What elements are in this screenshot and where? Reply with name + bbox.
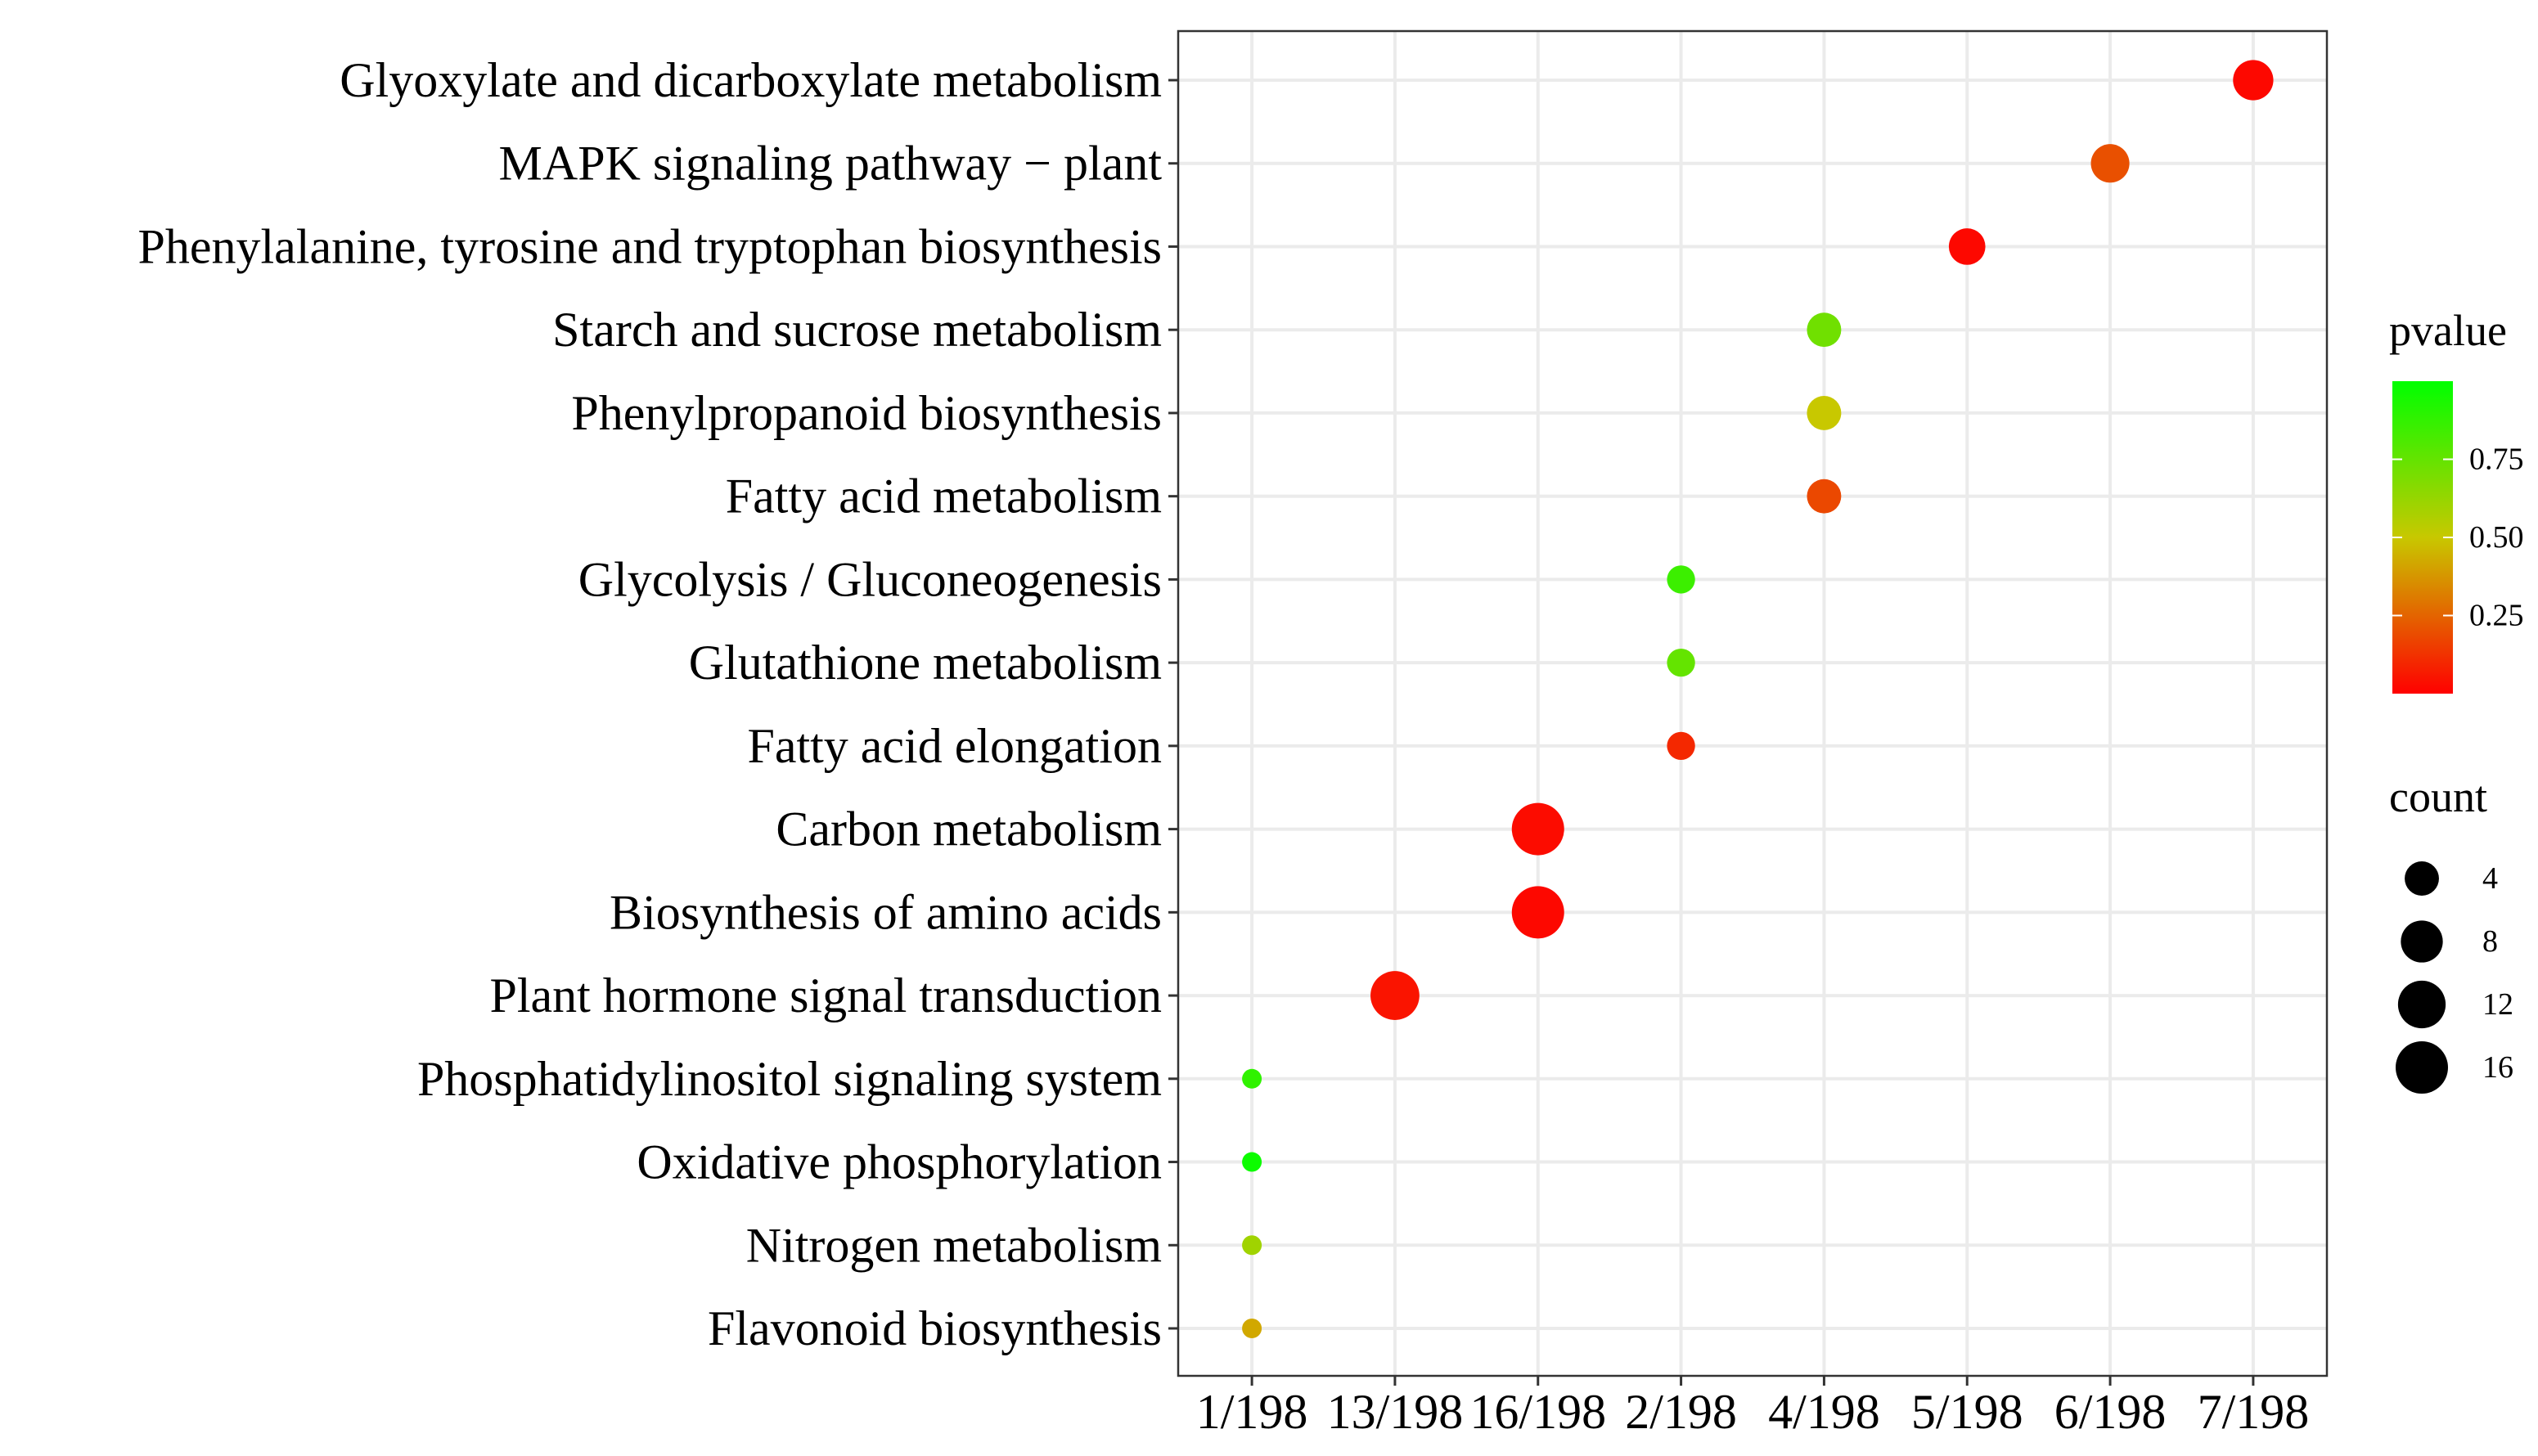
data-point bbox=[1667, 731, 1695, 761]
colorbar-tick-label: 0.75 bbox=[2469, 443, 2524, 477]
y-tick-label: Fatty acid metabolism bbox=[726, 470, 1162, 524]
data-point bbox=[2233, 60, 2274, 101]
x-tick-label: 6/198 bbox=[2054, 1385, 2167, 1439]
y-tick-label: Phosphatidylinositol signaling system bbox=[417, 1052, 1162, 1106]
y-tick-label: Nitrogen metabolism bbox=[746, 1218, 1162, 1272]
data-point bbox=[1948, 228, 1986, 265]
pvalue-legend-title: pvalue bbox=[2389, 306, 2507, 355]
y-tick-label: Glyoxylate and dicarboxylate metabolism bbox=[340, 53, 1162, 107]
count-legend-dot bbox=[2401, 920, 2443, 963]
count-legend-title: count bbox=[2389, 772, 2487, 821]
count-legend-dot bbox=[2396, 1041, 2448, 1094]
data-point bbox=[1370, 971, 1420, 1020]
count-legend: count 4 8 12 16 bbox=[2389, 772, 2513, 1094]
data-point bbox=[1667, 565, 1695, 594]
y-tick-label: Flavonoid biosynthesis bbox=[708, 1301, 1162, 1355]
x-tick-label: 1/198 bbox=[1196, 1385, 1308, 1439]
y-tick-label: MAPK signaling pathway − plant bbox=[499, 137, 1163, 191]
data-point bbox=[1242, 1068, 1262, 1089]
x-tick-label: 2/198 bbox=[1625, 1385, 1737, 1439]
y-tick-label: Fatty acid elongation bbox=[747, 719, 1162, 773]
x-tick-label: 4/198 bbox=[1768, 1385, 1880, 1439]
y-tick-label: Phenylpropanoid biosynthesis bbox=[571, 386, 1162, 440]
data-point bbox=[1807, 395, 1842, 430]
y-tick-label: Starch and sucrose metabolism bbox=[552, 303, 1162, 357]
colorbar-tick-label: 0.50 bbox=[2469, 520, 2524, 555]
y-tick-label: Phenylalanine, tyrosine and tryptophan b… bbox=[138, 219, 1162, 273]
y-tick-label: Glycolysis / Gluconeogenesis bbox=[578, 552, 1162, 606]
y-tick-label: Plant hormone signal transduction bbox=[489, 968, 1162, 1022]
data-point bbox=[1242, 1235, 1262, 1256]
count-legend-label: 4 bbox=[2482, 861, 2498, 896]
data-point bbox=[1511, 886, 1564, 939]
pvalue-colorbar bbox=[2392, 381, 2453, 694]
data-point bbox=[1807, 312, 1842, 348]
plot-panel-border bbox=[1177, 29, 2329, 1377]
count-legend-dot bbox=[2397, 980, 2446, 1029]
x-tick-label: 13/198 bbox=[1327, 1385, 1464, 1439]
data-point bbox=[1242, 1152, 1262, 1172]
data-points bbox=[1242, 60, 2274, 1338]
count-legend-dot bbox=[2405, 861, 2439, 896]
gridlines bbox=[1178, 31, 2327, 1376]
count-legend-label: 12 bbox=[2482, 987, 2513, 1022]
data-point bbox=[1511, 802, 1564, 856]
data-point bbox=[1807, 479, 1842, 514]
y-tick-label: Biosynthesis of amino acids bbox=[610, 885, 1162, 939]
y-tick-label: Glutathione metabolism bbox=[689, 636, 1162, 690]
y-tick-label: Oxidative phosphorylation bbox=[637, 1135, 1162, 1189]
count-legend-entries: 4 8 12 16 bbox=[2396, 861, 2513, 1094]
x-tick-label: 16/198 bbox=[1469, 1385, 1606, 1439]
count-legend-label: 8 bbox=[2482, 924, 2498, 959]
pvalue-legend: pvalue 0.25 0.50 0.75 bbox=[2389, 306, 2524, 694]
x-tick-label: 5/198 bbox=[1911, 1385, 2023, 1439]
data-point bbox=[1667, 648, 1695, 677]
colorbar-tick-label: 0.25 bbox=[2469, 599, 2524, 633]
pvalue-legend-ticks: 0.25 0.50 0.75 bbox=[2392, 443, 2524, 633]
data-point bbox=[2090, 144, 2130, 183]
y-tick-label: Carbon metabolism bbox=[776, 802, 1162, 856]
count-legend-label: 16 bbox=[2482, 1050, 2513, 1085]
y-axis: Glyoxylate and dicarboxylate metabolism M… bbox=[138, 53, 1178, 1355]
data-point bbox=[1242, 1319, 1262, 1338]
x-tick-label: 7/198 bbox=[2198, 1385, 2310, 1439]
x-axis: 1/198 13/198 16/198 2/198 4/198 5/198 6/198 7/1… bbox=[1196, 1376, 2309, 1439]
